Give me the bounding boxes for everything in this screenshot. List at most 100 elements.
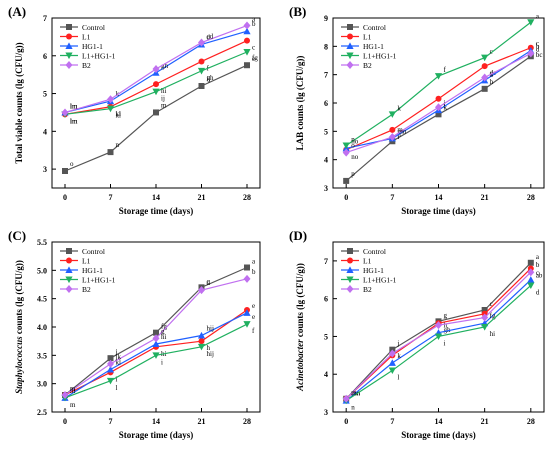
- significance-label: o: [351, 142, 355, 150]
- significance-label: a: [252, 258, 256, 266]
- significance-label: c: [207, 277, 210, 285]
- data-point: [153, 329, 159, 336]
- series-l1-hg1-1: n k f c a: [342, 12, 540, 150]
- y-tick-label: 4: [324, 156, 328, 165]
- significance-label: g: [161, 327, 165, 335]
- significance-label: e: [252, 55, 255, 63]
- y-tick-label: 2.5: [37, 408, 47, 417]
- significance-label: f: [444, 66, 447, 74]
- data-point: [153, 81, 159, 88]
- data-point: [527, 19, 535, 26]
- legend-label: B2: [82, 285, 91, 294]
- data-point: [388, 349, 396, 358]
- data-point: [243, 274, 251, 283]
- panel-a: (A) 0 7 14 21 28 3 4 5 6 7 Storage time (days) Total…: [8, 4, 261, 216]
- y-tick-label: 4.5: [37, 295, 47, 304]
- significance-label: h: [444, 322, 448, 330]
- panel-label: (D): [289, 228, 307, 243]
- data-point: [107, 355, 114, 362]
- legend-label: Control: [363, 247, 386, 256]
- significance-label: d: [207, 33, 211, 41]
- y-axis-label-genus: Staphylococcus: [14, 336, 24, 394]
- legend-marker: [347, 257, 353, 264]
- data-point: [197, 67, 206, 75]
- significance-label: ij: [161, 95, 165, 103]
- significance-label: lm: [70, 117, 78, 125]
- legend-marker: [65, 266, 73, 273]
- x-tick-label: 28: [527, 417, 535, 426]
- significance-label: kl: [116, 112, 122, 120]
- data-point: [342, 142, 350, 150]
- significance-label: e: [252, 302, 255, 310]
- data-point: [527, 49, 535, 58]
- panel-c: (C) 0 7 14 21 28 2.5 3.0 3.5 4.0 4.5 5.0 5.5 Storage …: [8, 228, 261, 440]
- significance-label: gh: [444, 326, 452, 334]
- y-tick-label: 5.5: [37, 238, 47, 247]
- significance-label: c: [252, 44, 255, 52]
- x-tick-label: 28: [243, 417, 251, 426]
- series-line: [64, 64, 248, 172]
- legend-marker: [65, 276, 73, 284]
- data-point: [388, 367, 396, 375]
- significance-label: n: [351, 404, 355, 412]
- significance-label: h: [207, 344, 211, 352]
- legend-marker: [65, 52, 73, 60]
- data-point: [243, 49, 251, 56]
- significance-label: m: [70, 387, 76, 395]
- data-point: [152, 334, 160, 343]
- data-point: [481, 73, 489, 82]
- legend-label: Control: [82, 23, 105, 32]
- legend-label: Control: [363, 23, 386, 32]
- legend-label: L1+HG1-1: [82, 52, 116, 61]
- legend-marker: [346, 52, 354, 60]
- y-tick-label: 9: [324, 14, 328, 23]
- y-tick-label: 4: [43, 127, 47, 136]
- significance-label: m: [397, 126, 403, 134]
- data-point: [243, 27, 251, 35]
- significance-label: lm: [70, 102, 78, 110]
- data-point: [107, 359, 114, 368]
- legend-marker: [65, 42, 73, 49]
- data-point: [342, 394, 350, 403]
- legend-label: L1: [363, 33, 372, 42]
- legend-marker: [65, 285, 73, 293]
- data-point: [481, 63, 488, 70]
- significance-label: m: [70, 401, 76, 409]
- legend-marker: [347, 33, 353, 40]
- data-point: [152, 352, 160, 359]
- legend-marker: [66, 24, 72, 30]
- significance-label: fg: [161, 323, 167, 331]
- data-point: [434, 73, 443, 80]
- x-tick-label: 0: [63, 417, 67, 426]
- significance-label: d: [207, 279, 211, 287]
- data-point: [527, 259, 534, 266]
- significance-label: k: [397, 104, 401, 112]
- y-tick-label: 6: [324, 295, 328, 304]
- x-tick-label: 7: [390, 193, 394, 202]
- y-tick-label: 5.0: [37, 266, 47, 275]
- significance-label: f: [252, 327, 255, 335]
- x-tick-label: 7: [109, 193, 113, 202]
- significance-label: kl: [116, 110, 122, 118]
- significance-label: h: [490, 78, 494, 86]
- significance-label: kl: [116, 359, 122, 367]
- x-tick-label: 21: [198, 417, 206, 426]
- legend-label: L1: [363, 257, 372, 266]
- data-point: [389, 126, 396, 133]
- y-axis-label-genus: Acinetobacter: [295, 339, 305, 392]
- legend-marker: [346, 61, 354, 69]
- data-point: [434, 333, 443, 341]
- y-axis-label: Staphylococcus counts (lg (CFU/g)): [14, 260, 24, 394]
- legend-label: B2: [363, 61, 372, 70]
- significance-label: hij: [207, 350, 214, 358]
- data-point: [527, 268, 535, 277]
- significance-label: lm: [70, 102, 78, 110]
- significance-label: b: [536, 42, 540, 50]
- legend-label: L1+HG1-1: [363, 276, 397, 285]
- significance-label: a: [536, 12, 540, 20]
- data-point: [198, 58, 205, 65]
- significance-label: b: [536, 261, 540, 269]
